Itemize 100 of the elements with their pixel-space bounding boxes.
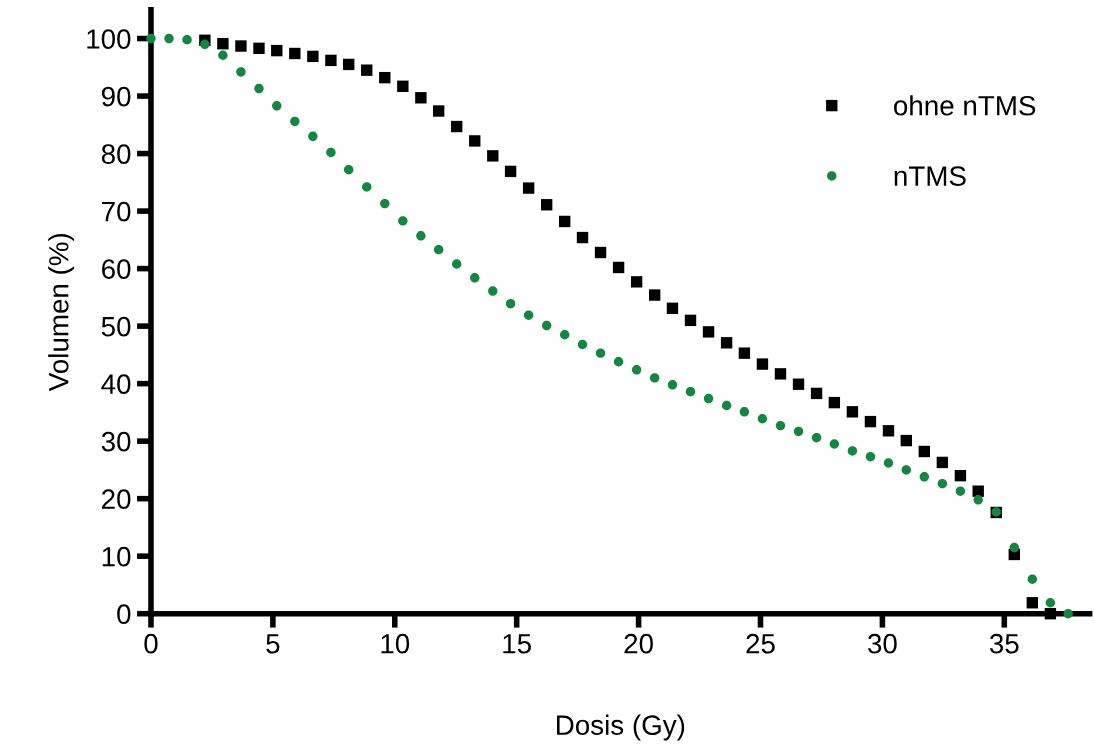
point — [955, 486, 966, 496]
point — [865, 451, 876, 462]
point — [918, 445, 931, 458]
point — [559, 330, 570, 340]
point — [487, 150, 499, 162]
point — [684, 314, 697, 327]
point — [882, 425, 895, 437]
point — [774, 368, 787, 380]
point — [757, 414, 768, 424]
x-tick-label: 15 — [503, 634, 531, 654]
point — [325, 54, 337, 67]
y-tick-label: 60 — [102, 259, 131, 279]
point — [272, 101, 282, 111]
point — [648, 289, 661, 301]
point — [756, 358, 769, 370]
point — [703, 393, 714, 404]
point — [846, 406, 859, 418]
x-tick-label: 0 — [144, 633, 158, 654]
point — [792, 378, 805, 390]
point — [271, 44, 283, 57]
point — [901, 465, 911, 475]
point — [739, 407, 750, 417]
point — [488, 286, 498, 296]
y-tick-label: 10 — [102, 546, 131, 567]
point — [919, 472, 930, 482]
point — [236, 67, 246, 77]
point — [1027, 574, 1038, 584]
point — [397, 80, 409, 92]
y-tick-label: 30 — [101, 431, 131, 452]
point — [523, 310, 534, 320]
point — [1026, 597, 1039, 609]
y-tick-label: 40 — [101, 374, 131, 394]
point — [1063, 608, 1073, 619]
point — [308, 131, 318, 142]
point — [613, 357, 624, 367]
x-tick-label: 35 — [989, 633, 1019, 654]
y-tick-label: 50 — [101, 316, 131, 337]
point — [505, 298, 516, 309]
legend-label: ohne nTMS — [894, 95, 1036, 116]
y-tick-label: 0 — [117, 604, 131, 625]
point — [361, 64, 373, 76]
point — [883, 458, 894, 468]
point — [540, 199, 553, 211]
y-tick-label: 20 — [102, 489, 131, 509]
point — [253, 42, 265, 55]
point — [470, 273, 480, 283]
point — [667, 380, 678, 390]
point — [416, 231, 426, 241]
point — [1044, 608, 1057, 620]
point — [972, 485, 984, 497]
point — [937, 478, 948, 489]
point — [451, 120, 463, 133]
point — [522, 182, 535, 194]
point — [721, 400, 732, 411]
point — [379, 71, 391, 84]
x-tick-label: 30 — [868, 633, 897, 654]
point — [829, 439, 840, 449]
point — [433, 244, 444, 255]
point — [432, 105, 445, 117]
point — [254, 83, 264, 94]
point — [973, 495, 983, 505]
x-tick-label: 20 — [624, 633, 653, 654]
point — [775, 420, 786, 431]
point — [828, 396, 841, 409]
point — [576, 231, 589, 244]
point — [1009, 542, 1020, 553]
point — [451, 259, 462, 269]
point — [541, 320, 552, 331]
y-tick-label: 90 — [101, 86, 131, 107]
point — [146, 33, 156, 44]
point — [594, 246, 607, 259]
x-axis-title: Dosis (Gy) — [556, 714, 685, 741]
point — [595, 348, 606, 358]
x-tick-label: 10 — [381, 633, 410, 654]
point — [793, 426, 804, 437]
point — [631, 365, 642, 375]
point — [702, 326, 715, 338]
point — [720, 337, 733, 349]
x-tick-label: 5 — [266, 634, 280, 654]
point — [235, 40, 247, 52]
point — [415, 92, 427, 104]
point — [811, 432, 822, 443]
point — [469, 135, 481, 147]
point — [864, 415, 877, 428]
point — [666, 302, 679, 314]
point — [290, 116, 300, 127]
point — [200, 39, 210, 50]
point — [289, 47, 301, 60]
point — [343, 164, 354, 175]
y-axis-title: Volumen (%) — [48, 233, 75, 392]
point — [685, 386, 696, 397]
point — [217, 38, 229, 50]
point — [218, 50, 228, 60]
point — [1045, 598, 1056, 608]
point — [164, 33, 174, 44]
y-tick-label: 80 — [101, 144, 131, 164]
point — [630, 276, 643, 288]
point — [954, 469, 967, 482]
point — [612, 261, 625, 274]
x-tick-label: 25 — [746, 633, 775, 654]
